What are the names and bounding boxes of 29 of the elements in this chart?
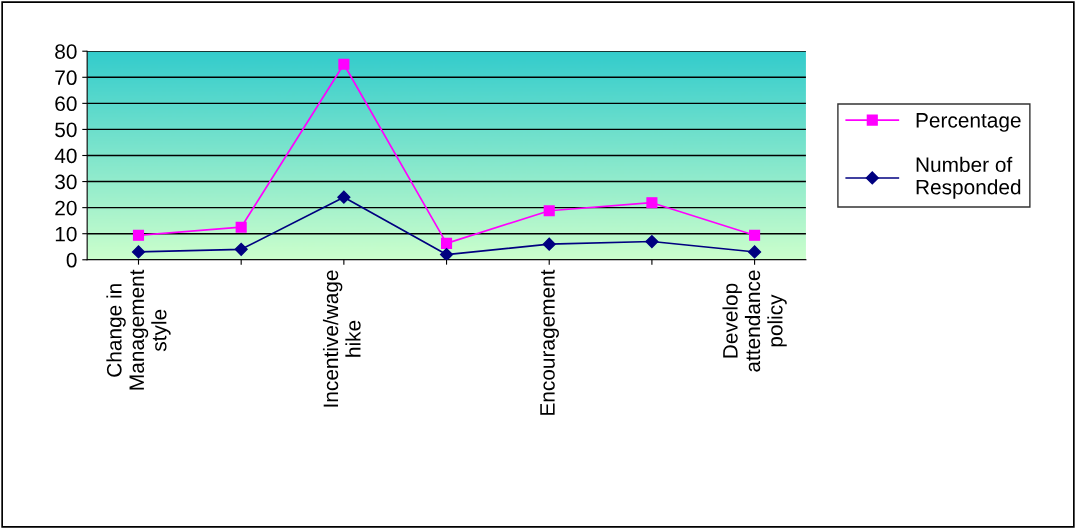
point (234, 242, 248, 256)
point (646, 197, 658, 209)
point (338, 58, 350, 70)
point (542, 237, 556, 251)
y-tick-label: 30 (55, 174, 77, 190)
point (543, 205, 555, 217)
point (645, 234, 659, 249)
point (337, 190, 351, 204)
point (439, 247, 454, 260)
point (747, 245, 762, 259)
y-tick-label: 0 (66, 252, 77, 268)
point (235, 221, 247, 233)
y-tick-label: 80 (55, 44, 77, 59)
point (749, 229, 761, 241)
point (131, 245, 146, 259)
y-tick-label: 50 (55, 122, 77, 138)
x-tick-label: Develop attendance policy (722, 270, 787, 372)
x-tick-label: Change in Management style (106, 269, 171, 390)
point (132, 229, 145, 241)
y-tick-label: 10 (55, 226, 77, 242)
point (440, 237, 453, 249)
x-tick-label: Encouragement (540, 269, 559, 415)
legend-label: Number of Responded (916, 156, 1021, 199)
legend-label: Percentage (916, 113, 1021, 132)
y-tick-label: 70 (55, 70, 77, 86)
y-tick-label: 20 (55, 200, 77, 216)
y-tick-label: 40 (54, 148, 77, 164)
y-tick-label: 60 (55, 96, 77, 112)
x-tick-label: Incentive/wage hike (322, 270, 361, 407)
